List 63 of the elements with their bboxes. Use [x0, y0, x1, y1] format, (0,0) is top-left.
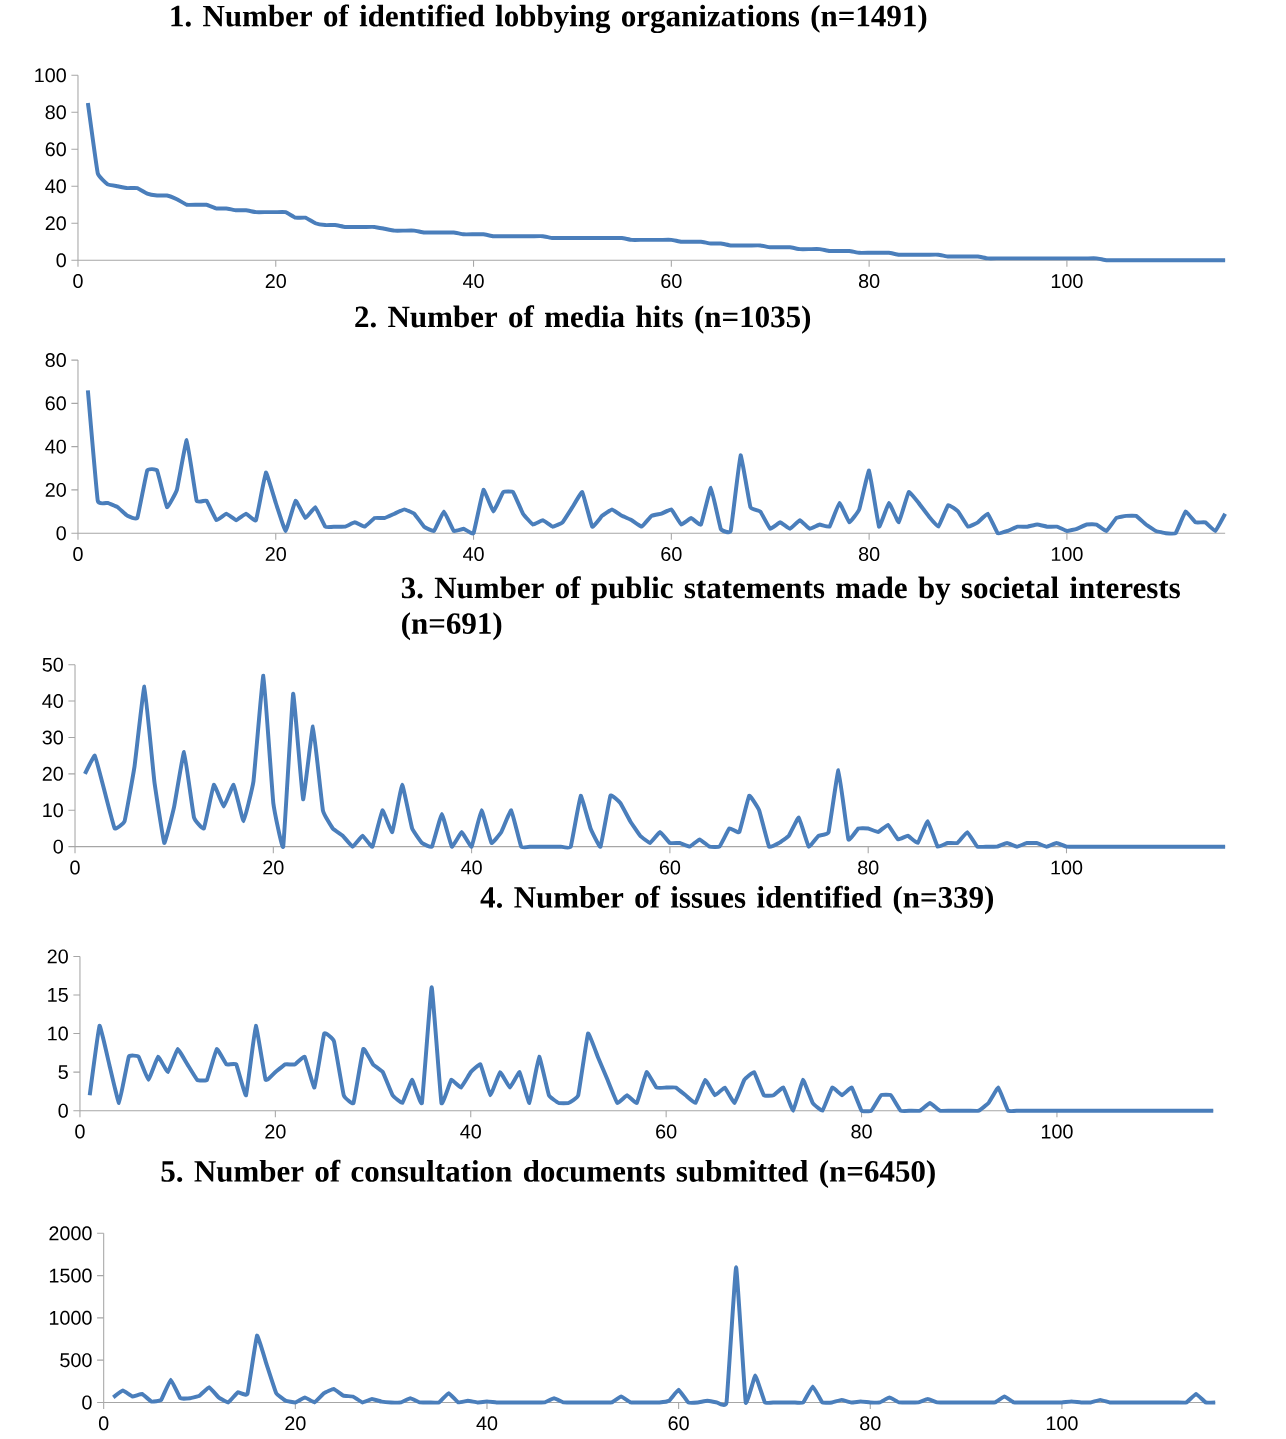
chart-title: 1. Number of identified lobbying organizations (n=1491) — [171, 4, 927, 34]
y-tick-label: 40 — [45, 179, 67, 194]
x-tick-label: 40 — [460, 1124, 482, 1139]
y-tick-label: 10 — [48, 1026, 69, 1041]
x-tick-label: 60 — [656, 1124, 677, 1139]
y-tick-label: 80 — [45, 105, 67, 120]
y-tick-label: 20 — [42, 766, 64, 781]
x-tick-label: 60 — [661, 274, 682, 289]
y-tick-label: 15 — [48, 988, 69, 1002]
x-tick-label: 20 — [265, 1124, 286, 1139]
line-series — [83, 673, 1228, 850]
y-tick-label: 60 — [45, 142, 67, 157]
line-series — [86, 388, 1228, 536]
x-tick-label: 60 — [661, 547, 682, 562]
y-tick-label: 20 — [45, 482, 67, 497]
chart-title: 4. Number of issues identified (n=339) — [480, 885, 994, 915]
x-tick-label: 80 — [859, 274, 880, 289]
x-tick-label: 100 — [1052, 274, 1083, 289]
y-tick-label: 50 — [42, 657, 64, 672]
y-tick-label: 20 — [47, 949, 69, 964]
x-tick-label: 80 — [859, 547, 880, 562]
x-tick-label: 20 — [265, 274, 287, 289]
y-tick-label: 80 — [45, 353, 67, 368]
chart-title: 2. Number of media hits (n=1035) — [355, 305, 811, 334]
y-tick-label: 1500 — [50, 1268, 92, 1283]
y-tick-label: 1000 — [50, 1310, 92, 1325]
x-tick-label: 100 — [1047, 1416, 1078, 1431]
y-tick-label: 0 — [58, 1103, 69, 1118]
line-series — [111, 1265, 1218, 1405]
chart-title: 3. Number of public statements made by societal interests (n=691) — [402, 576, 1181, 641]
x-tick-label: 80 — [858, 860, 879, 875]
line-series — [86, 101, 1228, 263]
x-tick-label: 40 — [463, 274, 484, 289]
line-series — [87, 985, 1216, 1114]
x-tick-label: 20 — [263, 860, 284, 875]
x-tick-label: 60 — [668, 1416, 690, 1431]
y-tick-label: 100 — [35, 68, 67, 83]
y-tick-label: 2000 — [49, 1226, 92, 1241]
y-tick-label: 500 — [60, 1353, 92, 1368]
x-tick-label: 0 — [99, 1416, 109, 1431]
y-tick-label: 0 — [56, 253, 67, 268]
y-tick-label: 5 — [58, 1065, 69, 1080]
x-tick-label: 60 — [660, 860, 681, 875]
y-tick-label: 0 — [82, 1395, 92, 1410]
x-tick-label: 40 — [461, 860, 483, 875]
x-tick-label: 40 — [463, 547, 484, 562]
x-tick-label: 40 — [476, 1416, 498, 1431]
x-tick-label: 80 — [851, 1124, 872, 1139]
chart-title: 5. Number of consultation documents submitted (n=6450) — [161, 1159, 936, 1189]
x-tick-label: 80 — [860, 1416, 881, 1431]
y-tick-label: 20 — [45, 216, 67, 231]
x-tick-label: 100 — [1051, 860, 1083, 875]
y-tick-label: 10 — [43, 803, 64, 818]
x-tick-label: 20 — [265, 547, 287, 562]
x-tick-label: 20 — [285, 1416, 306, 1431]
y-tick-label: 0 — [53, 839, 64, 854]
y-tick-label: 40 — [42, 694, 64, 709]
y-tick-label: 30 — [42, 730, 64, 745]
x-tick-label: 100 — [1042, 1124, 1073, 1139]
y-tick-label: 40 — [45, 439, 67, 454]
y-tick-label: 60 — [45, 396, 67, 411]
x-tick-label: 100 — [1052, 547, 1083, 562]
y-tick-label: 0 — [56, 526, 67, 541]
